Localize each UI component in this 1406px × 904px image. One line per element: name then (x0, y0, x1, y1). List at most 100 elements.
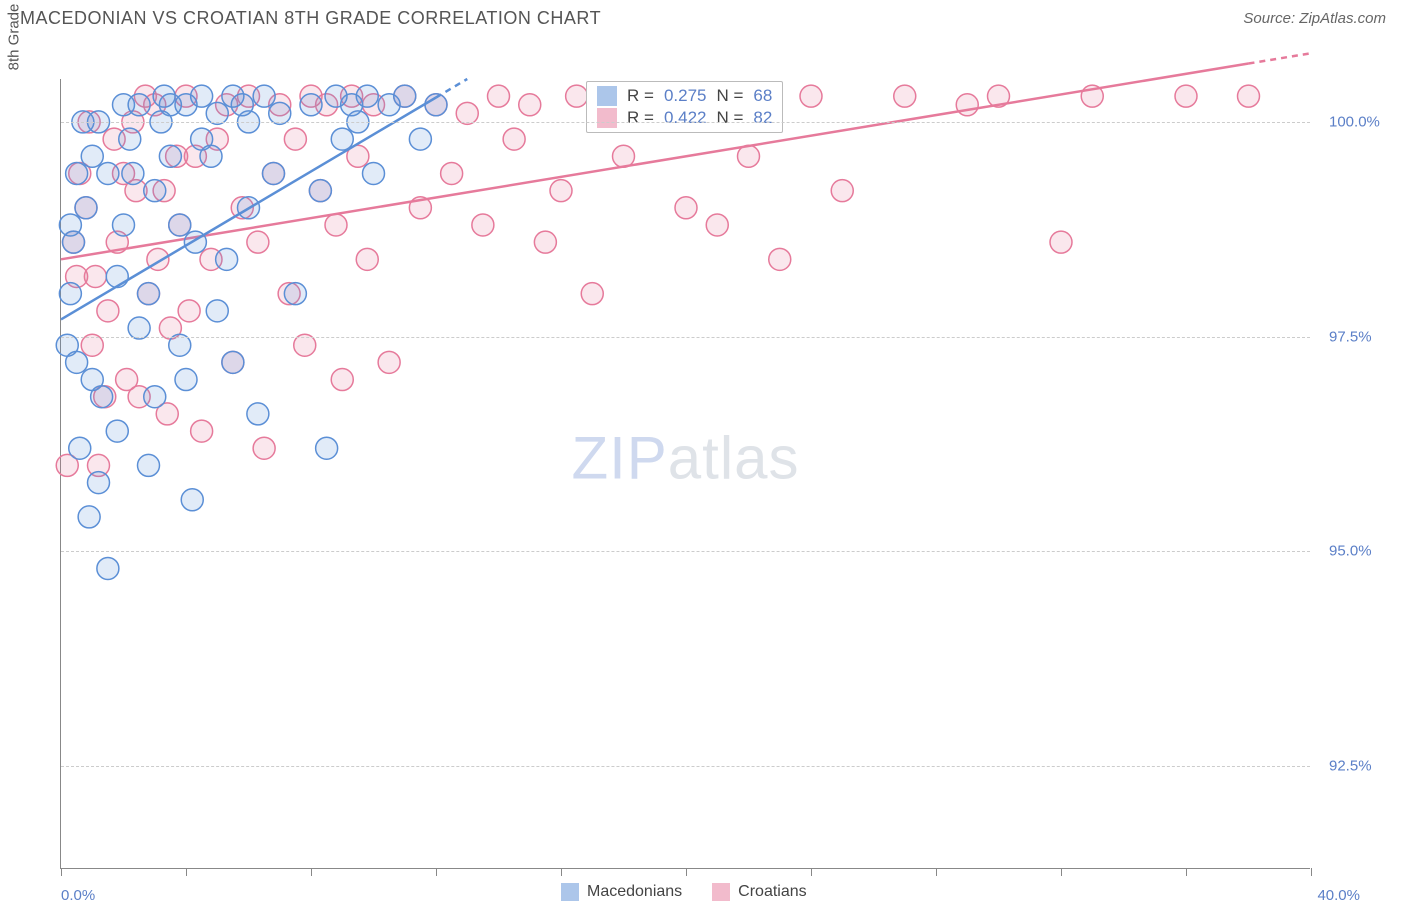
scatter-point-macedonians (394, 85, 416, 107)
y-tick-label: 100.0% (1329, 113, 1380, 130)
scatter-point-macedonians (75, 197, 97, 219)
scatter-point-macedonians (59, 214, 81, 236)
scatter-point-croatians (769, 248, 791, 270)
scatter-point-macedonians (309, 180, 331, 202)
scatter-point-macedonians (216, 248, 238, 270)
x-tick (1311, 868, 1312, 876)
scatter-point-croatians (1175, 85, 1197, 107)
scatter-point-macedonians (263, 162, 285, 184)
y-tick-label: 95.0% (1329, 543, 1372, 560)
scatter-point-macedonians (153, 85, 175, 107)
scatter-point-croatians (534, 231, 556, 253)
stats-swatch-macedonians (597, 86, 617, 106)
scatter-point-macedonians (169, 214, 191, 236)
scatter-point-macedonians (97, 162, 119, 184)
scatter-point-croatians (488, 85, 510, 107)
scatter-point-croatians (472, 214, 494, 236)
x-axis-max-label: 40.0% (1317, 887, 1360, 904)
scatter-point-croatians (800, 85, 822, 107)
scatter-point-macedonians (206, 300, 228, 322)
scatter-point-croatians (284, 128, 306, 150)
scatter-point-croatians (253, 437, 275, 459)
scatter-point-macedonians (144, 180, 166, 202)
scatter-point-macedonians (191, 128, 213, 150)
stats-r-label-b: R = (627, 108, 654, 128)
source-prefix: Source: (1243, 10, 1299, 27)
x-tick (311, 868, 312, 876)
scatter-point-macedonians (106, 420, 128, 442)
scatter-point-macedonians (144, 386, 166, 408)
scatter-point-macedonians (138, 454, 160, 476)
x-tick (436, 868, 437, 876)
scatter-point-macedonians (138, 283, 160, 305)
legend-item-macedonians: Macedonians (561, 883, 682, 901)
scatter-point-macedonians (222, 351, 244, 373)
x-tick (1186, 868, 1187, 876)
scatter-point-macedonians (78, 506, 100, 528)
scatter-point-croatians (191, 420, 213, 442)
scatter-point-macedonians (222, 85, 244, 107)
stats-r-value-a: 0.275 (664, 86, 707, 106)
stats-r-value-b: 0.422 (664, 108, 707, 128)
scatter-point-croatians (441, 162, 463, 184)
scatter-point-croatians (550, 180, 572, 202)
scatter-point-macedonians (81, 369, 103, 391)
scatter-point-croatians (356, 248, 378, 270)
scatter-point-macedonians (175, 94, 197, 116)
x-tick (561, 868, 562, 876)
trend-line-dashed-macedonians (436, 79, 467, 97)
scatter-point-macedonians (59, 283, 81, 305)
legend-item-croatians: Croatians (712, 883, 806, 901)
scatter-point-macedonians (181, 489, 203, 511)
correlation-stats-box: R = 0.275 N = 68 R = 0.422 N = 82 (586, 81, 783, 133)
scatter-point-croatians (613, 145, 635, 167)
scatter-point-macedonians (331, 128, 353, 150)
scatter-point-croatians (325, 214, 347, 236)
scatter-point-macedonians (247, 403, 269, 425)
x-tick (186, 868, 187, 876)
gridline-h (61, 551, 1310, 552)
scatter-point-macedonians (119, 128, 141, 150)
stats-r-label-a: R = (627, 86, 654, 106)
x-tick (936, 868, 937, 876)
scatter-point-croatians (247, 231, 269, 253)
x-tick (811, 868, 812, 876)
y-tick-label: 92.5% (1329, 757, 1372, 774)
scatter-point-macedonians (300, 94, 322, 116)
source-name: ZipAtlas.com (1299, 10, 1386, 27)
scatter-point-croatians (738, 145, 760, 167)
x-tick (686, 868, 687, 876)
scatter-point-macedonians (175, 369, 197, 391)
scatter-point-macedonians (128, 94, 150, 116)
gridline-h (61, 337, 1310, 338)
scatter-point-macedonians (66, 162, 88, 184)
scatter-point-macedonians (409, 128, 431, 150)
y-tick-label: 97.5% (1329, 328, 1372, 345)
scatter-point-macedonians (97, 557, 119, 579)
scatter-point-croatians (831, 180, 853, 202)
x-tick (61, 868, 62, 876)
gridline-h (61, 766, 1310, 767)
scatter-svg (61, 79, 1311, 869)
scatter-point-croatians (581, 283, 603, 305)
scatter-point-macedonians (356, 85, 378, 107)
x-axis-min-label: 0.0% (61, 887, 95, 904)
scatter-point-croatians (956, 94, 978, 116)
scatter-point-croatians (178, 300, 200, 322)
chart-title: MACEDONIAN VS CROATIAN 8TH GRADE CORRELA… (20, 8, 601, 29)
scatter-point-croatians (331, 369, 353, 391)
gridline-h (61, 122, 1310, 123)
scatter-point-macedonians (88, 472, 110, 494)
scatter-point-macedonians (113, 214, 135, 236)
scatter-point-macedonians (66, 351, 88, 373)
scatter-point-croatians (116, 369, 138, 391)
stats-n-value-a: 68 (753, 86, 772, 106)
source-attribution: Source: ZipAtlas.com (1243, 10, 1386, 27)
scatter-point-croatians (503, 128, 525, 150)
stats-n-label-b: N = (716, 108, 743, 128)
x-tick (1061, 868, 1062, 876)
scatter-point-croatians (675, 197, 697, 219)
stats-swatch-croatians (597, 108, 617, 128)
plot-area: ZIPatlas R = 0.275 N = 68 R = 0.422 N = … (60, 79, 1310, 869)
scatter-point-macedonians (159, 145, 181, 167)
